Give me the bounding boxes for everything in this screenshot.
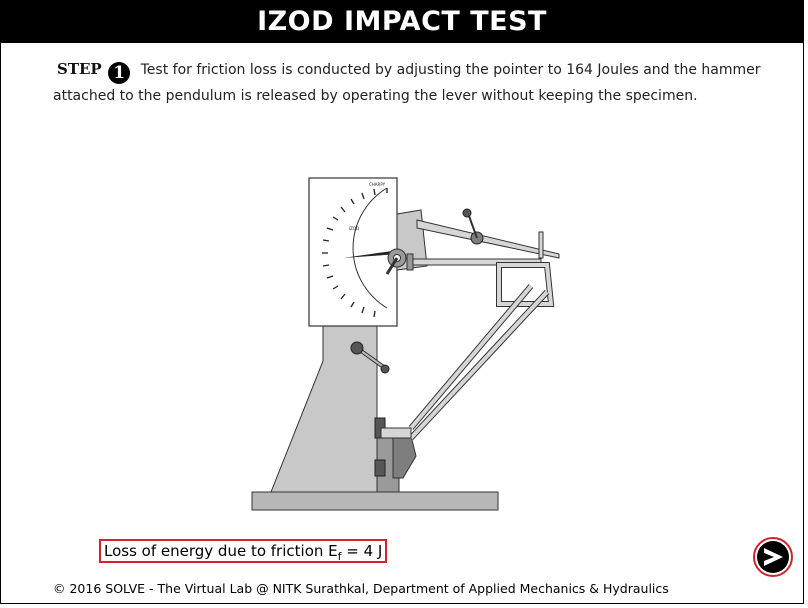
next-button[interactable] — [753, 537, 793, 577]
step-text: Test for friction loss is conducted by a… — [53, 62, 761, 104]
next-arrow-icon — [753, 537, 793, 577]
result-subscript: f — [337, 550, 342, 563]
step-instructions: STEP 1 Test for friction loss is conduct… — [53, 57, 783, 108]
dial-top-label: CHARPY — [369, 182, 386, 187]
friction-loss-result: Loss of energy due to friction Ef = 4 J — [99, 539, 388, 563]
step-number-badge: 1 — [108, 62, 131, 84]
footer-copyright: © 2016 SOLVE - The Virtual Lab @ NITK Su… — [53, 581, 669, 596]
machine-base — [251, 491, 499, 511]
dial-pointer — [343, 250, 399, 258]
result-suffix: = 4 J — [341, 542, 383, 560]
result-prefix: Loss of energy due to friction E — [104, 542, 338, 560]
upper-arm — [416, 219, 560, 259]
page-title: IZOD IMPACT TEST — [1, 1, 803, 43]
dial-scale-ticks — [322, 188, 388, 318]
step-label: STEP — [57, 60, 102, 78]
dial-inner-label: IZOD — [349, 226, 359, 231]
izod-impact-machine: CHARPY IZOD — [251, 177, 560, 511]
